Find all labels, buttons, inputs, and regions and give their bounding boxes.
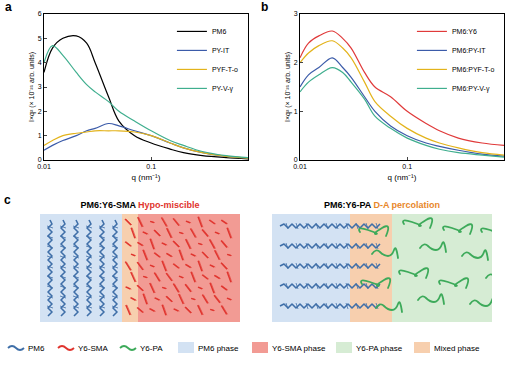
svg-text:q (nm⁻¹): q (nm⁻¹): [132, 173, 161, 182]
svg-text:I×q² (× 10⁻²¹ arb. units): I×q² (× 10⁻²¹ arb. units): [28, 52, 36, 122]
svg-text:5: 5: [38, 35, 42, 42]
svg-text:Y6-SMA: Y6-SMA: [78, 344, 108, 353]
svg-text:PY-IT: PY-IT: [212, 47, 230, 54]
svg-text:PM6:PY-V-γ: PM6:PY-V-γ: [452, 85, 490, 93]
svg-text:Y6-PA: Y6-PA: [140, 344, 163, 353]
svg-text:1: 1: [38, 132, 42, 139]
svg-text:PY-V-γ: PY-V-γ: [212, 85, 234, 93]
svg-text:0.1: 0.1: [146, 163, 156, 170]
svg-text:0.01: 0.01: [37, 163, 51, 170]
svg-text:3: 3: [294, 10, 298, 17]
svg-text:Mixed phase: Mixed phase: [434, 344, 480, 353]
svg-text:0.01: 0.01: [293, 163, 307, 170]
svg-text:0.1: 0.1: [402, 163, 412, 170]
svg-text:1: 1: [294, 108, 298, 115]
svg-text:I×q² (× 10⁻²¹ arb. units): I×q² (× 10⁻²¹ arb. units): [284, 52, 292, 122]
svg-text:0: 0: [38, 156, 42, 163]
svg-text:2: 2: [294, 59, 298, 66]
svg-text:PM6:Y6: PM6:Y6: [452, 28, 477, 35]
svg-text:2: 2: [38, 108, 42, 115]
svg-text:b: b: [261, 0, 268, 14]
svg-text:PM6: PM6: [212, 28, 227, 35]
svg-text:PYF-T-o: PYF-T-o: [212, 66, 238, 73]
svg-text:4: 4: [38, 59, 42, 66]
svg-text:PM6 phase: PM6 phase: [198, 344, 239, 353]
svg-text:Y6-SMA phase: Y6-SMA phase: [272, 344, 326, 353]
svg-text:PM6: PM6: [28, 344, 45, 353]
svg-text:Y6-PA phase: Y6-PA phase: [356, 344, 403, 353]
svg-text:6: 6: [38, 10, 42, 17]
svg-text:PM6:Y6-SMA Hypo-miscible: PM6:Y6-SMA Hypo-miscible: [80, 200, 199, 210]
svg-text:PM6:PY-IT: PM6:PY-IT: [452, 47, 486, 54]
svg-text:a: a: [5, 0, 12, 14]
svg-text:c: c: [4, 193, 11, 207]
svg-text:q (nm⁻¹): q (nm⁻¹): [388, 173, 417, 182]
svg-text:PM6:Y6-PA D-A percolation: PM6:Y6-PA D-A percolation: [324, 200, 440, 210]
svg-text:3: 3: [38, 83, 42, 90]
svg-text:PM6:PYF-T-o: PM6:PYF-T-o: [452, 66, 495, 73]
svg-text:0: 0: [294, 156, 298, 163]
